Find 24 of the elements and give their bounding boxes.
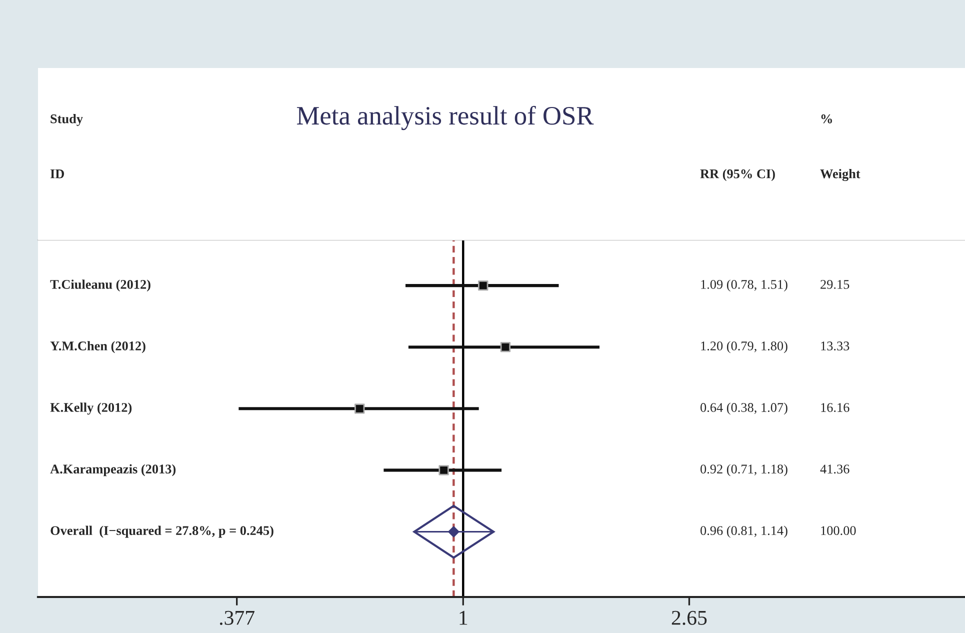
y-tick-label: Y.M.Chen (2012): [50, 341, 146, 354]
annotation: 0.64 (0.38, 1.07): [700, 402, 788, 415]
chart-title: Meta analysis result of OSR: [296, 106, 594, 130]
y-tick-label: A.Karampeazis (2013): [50, 464, 176, 476]
text: RR (95% CI): [700, 169, 775, 181]
y-tick-label: T.Ciuleanu (2012): [50, 280, 150, 292]
annotation: 1.09 (0.78, 1.51): [701, 280, 788, 292]
annotation: 0.96 (0.81, 1.14): [700, 526, 788, 538]
annotation: 0.92 (0.71, 1.18): [700, 464, 788, 476]
text: %: [821, 114, 832, 124]
x-tick-label: 2.65: [672, 610, 707, 625]
text: ID: [50, 170, 64, 178]
annotation: 29.15: [820, 280, 850, 289]
annotation: 13.33: [821, 342, 850, 350]
y-tick-label: Overall (I−squared = 27.8%, p = 0.245): [50, 526, 274, 538]
text: Weight: [820, 168, 860, 182]
text: Study: [50, 114, 83, 126]
x-tick-label: .377: [220, 610, 254, 625]
annotation: 16.16: [821, 403, 850, 412]
annotation: 100.00: [821, 526, 856, 536]
annotation: 1.20 (0.79, 1.80): [701, 341, 788, 354]
x-tick-label: 1: [460, 610, 468, 625]
annotation: 41.36: [820, 464, 850, 474]
y-tick-label: K.Kelly (2012): [50, 402, 132, 415]
